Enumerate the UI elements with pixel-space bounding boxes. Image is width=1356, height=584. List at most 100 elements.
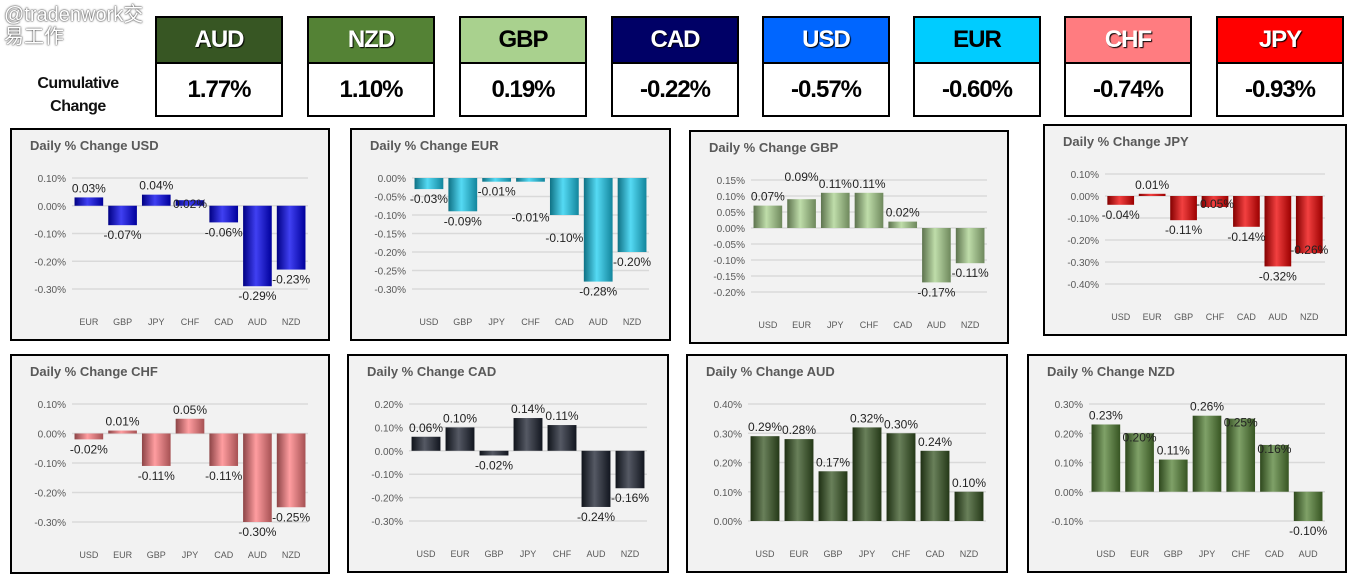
x-tick-label: EUR (792, 320, 812, 330)
x-tick-label: NZD (961, 320, 980, 330)
bar-nzd (617, 178, 647, 252)
x-tick-label: AUD (1299, 549, 1319, 559)
data-label: -0.16% (611, 491, 649, 505)
data-label: 0.06% (409, 421, 443, 435)
y-tick-label: 0.00% (375, 447, 403, 458)
x-tick-label: GBP (147, 550, 166, 560)
data-label: 0.02% (173, 197, 207, 211)
bar-chf (886, 433, 916, 521)
bar-nzd (954, 491, 984, 521)
y-tick-label: -0.10% (1067, 214, 1099, 225)
bar-chart: -0.30% -0.25% -0.20% -0.15% -0.10% -0.05% 0.00… (374, 174, 651, 327)
currency-code: USD (762, 16, 890, 64)
y-tick-label: -0.20% (1067, 236, 1099, 247)
x-tick-label: CHF (1206, 312, 1225, 322)
y-tick-label: -0.30% (371, 517, 403, 528)
x-tick-label: GBP (1164, 549, 1183, 559)
bar-eur (1125, 433, 1154, 492)
y-tick-label: 0.10% (1071, 170, 1099, 181)
bar-gbp (1158, 459, 1188, 492)
chart-daily-change-chf: -0.30% -0.20% -0.10% 0.00% 0.10% USD EUR GBP JPY… (10, 354, 330, 574)
y-tick-label: -0.20% (34, 489, 66, 500)
y-tick-label: -0.10% (371, 470, 403, 481)
y-tick-label: -0.15% (374, 230, 406, 241)
bar-chf (1201, 196, 1229, 207)
bar-jpy (852, 427, 882, 521)
data-label: -0.26% (1290, 243, 1328, 257)
bar-eur (108, 430, 137, 434)
data-label: -0.23% (272, 273, 310, 287)
bar-gbp (1170, 196, 1197, 221)
cumulative-change-label: Cumulative Change (37, 75, 119, 115)
y-tick-label: -0.10% (374, 211, 406, 222)
currency-cumulative-value: -0.22% (611, 64, 739, 117)
x-tick-label: USD (79, 550, 99, 560)
y-tick-label: 0.30% (1055, 400, 1083, 411)
x-tick-label: AUD (586, 549, 606, 559)
y-tick-label: 0.00% (38, 430, 66, 441)
chart-daily-change-jpy: -0.40% -0.30% -0.20% -0.10% 0.00% 0.10% USD EUR… (1043, 124, 1347, 336)
x-tick-label: AUD (927, 320, 947, 330)
bar-usd (414, 178, 444, 190)
x-tick-label: JPY (827, 320, 844, 330)
bar-jpy (513, 418, 543, 451)
y-tick-label: 0.40% (714, 400, 742, 411)
x-tick-label: CAD (1237, 312, 1257, 322)
y-tick-label: -0.30% (34, 518, 66, 529)
bar-nzd (1295, 196, 1323, 254)
data-label: 0.16% (1257, 442, 1291, 456)
bar-chf (854, 192, 884, 228)
currency-code: JPY (1216, 16, 1344, 64)
currency-card-jpy: JPY -0.93% (1216, 16, 1344, 117)
currency-cumulative-value: 1.77% (155, 64, 283, 117)
data-label: 0.11% (545, 409, 578, 423)
y-tick-label: 0.10% (1055, 459, 1083, 470)
x-tick-label: CAD (214, 550, 234, 560)
data-label: 0.11% (1157, 444, 1190, 458)
x-tick-label: CAD (893, 320, 913, 330)
currency-cumulative-value: -0.74% (1064, 64, 1192, 117)
x-tick-label: JPY (182, 550, 199, 560)
bar-eur (74, 197, 104, 206)
chart-daily-change-gbp: -0.20% -0.15% -0.10% -0.05% 0.00% 0.05% 0.10% 0… (689, 130, 1009, 344)
y-tick-label: -0.10% (34, 459, 66, 470)
y-tick-label: 0.00% (717, 224, 745, 235)
bar-chf (1226, 418, 1256, 492)
x-tick-label: AUD (1268, 312, 1288, 322)
y-tick-label: -0.30% (374, 285, 406, 296)
y-tick-label: 0.00% (38, 202, 66, 213)
currency-card-gbp: GBP 0.19% (459, 16, 587, 117)
bar-usd (1091, 424, 1121, 492)
y-tick-label: 0.30% (714, 429, 742, 440)
y-tick-label: -0.30% (34, 285, 66, 296)
y-tick-label: -0.30% (1067, 258, 1099, 269)
bar-usd (750, 436, 780, 521)
bar-cad (549, 178, 579, 215)
chart-daily-change-nzd: -0.10% 0.00% 0.10% 0.20% 0.30% USD EUR GBP JPY CH… (1027, 354, 1347, 573)
currency-cumulative-value: 1.10% (307, 64, 435, 117)
data-label: 0.11% (852, 177, 885, 191)
data-label: -0.10% (1289, 524, 1327, 538)
y-tick-label: 0.05% (717, 208, 745, 219)
bar-jpy (482, 178, 512, 182)
bar-chart: -0.10% 0.00% 0.10% 0.20% 0.30% USD EUR GBP JPY CH… (1051, 400, 1327, 559)
data-label: -0.11% (138, 469, 175, 483)
currency-code: EUR (913, 16, 1041, 64)
bar-cad (1260, 444, 1289, 492)
chart-daily-change-usd: -0.30% -0.20% -0.10% 0.00% 0.10% EUR GBP JPY CHF… (10, 128, 330, 341)
data-label: -0.11% (952, 266, 989, 280)
chart-title: Daily % Change AUD (706, 364, 835, 379)
bar-usd (753, 205, 783, 228)
chart-daily-change-eur: -0.30% -0.25% -0.20% -0.15% -0.10% -0.05% 0.00… (350, 128, 671, 341)
bar-nzd (615, 450, 645, 489)
y-tick-label: 0.10% (375, 423, 403, 434)
x-tick-label: EUR (1143, 312, 1163, 322)
data-label: 0.04% (139, 179, 173, 193)
y-tick-label: 0.00% (1071, 192, 1099, 203)
y-tick-label: 0.10% (714, 488, 742, 499)
bar-gbp (479, 450, 509, 456)
bar-gbp (448, 178, 478, 212)
data-label: -0.20% (613, 255, 651, 269)
bar-gbp (818, 471, 848, 521)
